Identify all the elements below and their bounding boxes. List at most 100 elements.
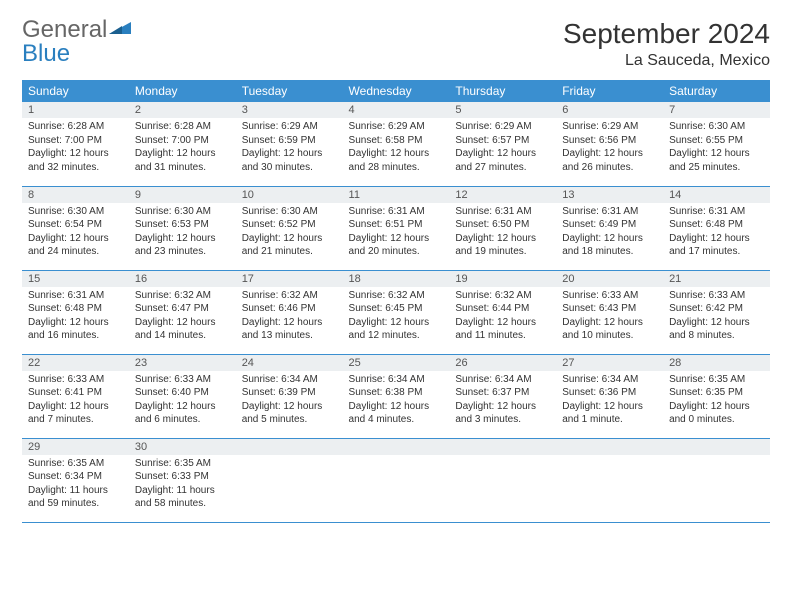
weekday-monday: Monday	[129, 80, 236, 102]
day-number: 28	[663, 355, 770, 371]
day-cell: 29Sunrise: 6:35 AMSunset: 6:34 PMDayligh…	[22, 438, 129, 522]
weekday-wednesday: Wednesday	[343, 80, 450, 102]
day-number: 23	[129, 355, 236, 371]
day-number: 20	[556, 271, 663, 287]
day-content: Sunrise: 6:31 AMSunset: 6:48 PMDaylight:…	[663, 203, 770, 263]
day-cell: 15Sunrise: 6:31 AMSunset: 6:48 PMDayligh…	[22, 270, 129, 354]
day-content: Sunrise: 6:31 AMSunset: 6:51 PMDaylight:…	[343, 203, 450, 263]
day-content: Sunrise: 6:34 AMSunset: 6:37 PMDaylight:…	[449, 371, 556, 431]
day-content: Sunrise: 6:29 AMSunset: 6:57 PMDaylight:…	[449, 118, 556, 178]
day-content: Sunrise: 6:28 AMSunset: 7:00 PMDaylight:…	[22, 118, 129, 178]
day-cell: 28Sunrise: 6:35 AMSunset: 6:35 PMDayligh…	[663, 354, 770, 438]
day-content: Sunrise: 6:29 AMSunset: 6:58 PMDaylight:…	[343, 118, 450, 178]
day-number: 24	[236, 355, 343, 371]
empty-cell	[449, 438, 556, 522]
weekday-friday: Friday	[556, 80, 663, 102]
day-content: Sunrise: 6:35 AMSunset: 6:33 PMDaylight:…	[129, 455, 236, 515]
day-number: 27	[556, 355, 663, 371]
day-content: Sunrise: 6:30 AMSunset: 6:54 PMDaylight:…	[22, 203, 129, 263]
day-number: 18	[343, 271, 450, 287]
day-content: Sunrise: 6:34 AMSunset: 6:38 PMDaylight:…	[343, 371, 450, 431]
day-cell: 8Sunrise: 6:30 AMSunset: 6:54 PMDaylight…	[22, 186, 129, 270]
day-content: Sunrise: 6:31 AMSunset: 6:49 PMDaylight:…	[556, 203, 663, 263]
day-cell: 17Sunrise: 6:32 AMSunset: 6:46 PMDayligh…	[236, 270, 343, 354]
day-number: 12	[449, 187, 556, 203]
day-content: Sunrise: 6:29 AMSunset: 6:59 PMDaylight:…	[236, 118, 343, 178]
day-content: Sunrise: 6:30 AMSunset: 6:55 PMDaylight:…	[663, 118, 770, 178]
day-number: 14	[663, 187, 770, 203]
title-block: September 2024 La Sauceda, Mexico	[563, 18, 770, 70]
logo-text-general: General	[22, 16, 107, 43]
day-number: 15	[22, 271, 129, 287]
day-cell: 7Sunrise: 6:30 AMSunset: 6:55 PMDaylight…	[663, 102, 770, 186]
day-content: Sunrise: 6:32 AMSunset: 6:47 PMDaylight:…	[129, 287, 236, 347]
day-number: 19	[449, 271, 556, 287]
day-number: 9	[129, 187, 236, 203]
day-content: Sunrise: 6:35 AMSunset: 6:35 PMDaylight:…	[663, 371, 770, 431]
day-cell: 16Sunrise: 6:32 AMSunset: 6:47 PMDayligh…	[129, 270, 236, 354]
day-number: 21	[663, 271, 770, 287]
logo-mark-icon	[109, 16, 131, 43]
day-cell: 22Sunrise: 6:33 AMSunset: 6:41 PMDayligh…	[22, 354, 129, 438]
day-cell: 21Sunrise: 6:33 AMSunset: 6:42 PMDayligh…	[663, 270, 770, 354]
day-cell: 13Sunrise: 6:31 AMSunset: 6:49 PMDayligh…	[556, 186, 663, 270]
calendar-row: 29Sunrise: 6:35 AMSunset: 6:34 PMDayligh…	[22, 438, 770, 522]
weekday-tuesday: Tuesday	[236, 80, 343, 102]
calendar-row: 22Sunrise: 6:33 AMSunset: 6:41 PMDayligh…	[22, 354, 770, 438]
day-cell: 6Sunrise: 6:29 AMSunset: 6:56 PMDaylight…	[556, 102, 663, 186]
day-cell: 19Sunrise: 6:32 AMSunset: 6:44 PMDayligh…	[449, 270, 556, 354]
day-number: 29	[22, 439, 129, 455]
day-cell: 1Sunrise: 6:28 AMSunset: 7:00 PMDaylight…	[22, 102, 129, 186]
day-cell: 30Sunrise: 6:35 AMSunset: 6:33 PMDayligh…	[129, 438, 236, 522]
header: GeneralBlue September 2024 La Sauceda, M…	[22, 18, 770, 70]
location-label: La Sauceda, Mexico	[563, 52, 770, 70]
day-content: Sunrise: 6:30 AMSunset: 6:53 PMDaylight:…	[129, 203, 236, 263]
day-number: 26	[449, 355, 556, 371]
weekday-saturday: Saturday	[663, 80, 770, 102]
day-content: Sunrise: 6:31 AMSunset: 6:48 PMDaylight:…	[22, 287, 129, 347]
day-content: Sunrise: 6:33 AMSunset: 6:41 PMDaylight:…	[22, 371, 129, 431]
day-content: Sunrise: 6:32 AMSunset: 6:45 PMDaylight:…	[343, 287, 450, 347]
day-content: Sunrise: 6:32 AMSunset: 6:44 PMDaylight:…	[449, 287, 556, 347]
day-number: 3	[236, 102, 343, 118]
day-content: Sunrise: 6:32 AMSunset: 6:46 PMDaylight:…	[236, 287, 343, 347]
day-cell: 23Sunrise: 6:33 AMSunset: 6:40 PMDayligh…	[129, 354, 236, 438]
day-cell: 5Sunrise: 6:29 AMSunset: 6:57 PMDaylight…	[449, 102, 556, 186]
empty-cell	[663, 438, 770, 522]
day-content: Sunrise: 6:33 AMSunset: 6:40 PMDaylight:…	[129, 371, 236, 431]
calendar-table: Sunday Monday Tuesday Wednesday Thursday…	[22, 80, 770, 523]
day-content: Sunrise: 6:30 AMSunset: 6:52 PMDaylight:…	[236, 203, 343, 263]
day-number: 16	[129, 271, 236, 287]
day-cell: 25Sunrise: 6:34 AMSunset: 6:38 PMDayligh…	[343, 354, 450, 438]
day-cell: 9Sunrise: 6:30 AMSunset: 6:53 PMDaylight…	[129, 186, 236, 270]
day-content: Sunrise: 6:29 AMSunset: 6:56 PMDaylight:…	[556, 118, 663, 178]
day-content: Sunrise: 6:28 AMSunset: 7:00 PMDaylight:…	[129, 118, 236, 178]
day-cell: 11Sunrise: 6:31 AMSunset: 6:51 PMDayligh…	[343, 186, 450, 270]
day-cell: 2Sunrise: 6:28 AMSunset: 7:00 PMDaylight…	[129, 102, 236, 186]
day-cell: 24Sunrise: 6:34 AMSunset: 6:39 PMDayligh…	[236, 354, 343, 438]
weekday-thursday: Thursday	[449, 80, 556, 102]
day-number: 1	[22, 102, 129, 118]
day-content: Sunrise: 6:35 AMSunset: 6:34 PMDaylight:…	[22, 455, 129, 515]
day-cell: 10Sunrise: 6:30 AMSunset: 6:52 PMDayligh…	[236, 186, 343, 270]
weekday-header-row: Sunday Monday Tuesday Wednesday Thursday…	[22, 80, 770, 102]
day-number: 25	[343, 355, 450, 371]
day-cell: 12Sunrise: 6:31 AMSunset: 6:50 PMDayligh…	[449, 186, 556, 270]
day-content: Sunrise: 6:34 AMSunset: 6:36 PMDaylight:…	[556, 371, 663, 431]
calendar-row: 15Sunrise: 6:31 AMSunset: 6:48 PMDayligh…	[22, 270, 770, 354]
day-content: Sunrise: 6:33 AMSunset: 6:42 PMDaylight:…	[663, 287, 770, 347]
day-number: 8	[22, 187, 129, 203]
logo: GeneralBlue	[22, 18, 131, 66]
day-content: Sunrise: 6:33 AMSunset: 6:43 PMDaylight:…	[556, 287, 663, 347]
day-cell: 14Sunrise: 6:31 AMSunset: 6:48 PMDayligh…	[663, 186, 770, 270]
empty-cell	[556, 438, 663, 522]
day-content: Sunrise: 6:34 AMSunset: 6:39 PMDaylight:…	[236, 371, 343, 431]
day-number: 6	[556, 102, 663, 118]
day-cell: 18Sunrise: 6:32 AMSunset: 6:45 PMDayligh…	[343, 270, 450, 354]
day-cell: 27Sunrise: 6:34 AMSunset: 6:36 PMDayligh…	[556, 354, 663, 438]
day-content: Sunrise: 6:31 AMSunset: 6:50 PMDaylight:…	[449, 203, 556, 263]
day-number: 30	[129, 439, 236, 455]
weekday-sunday: Sunday	[22, 80, 129, 102]
day-number: 11	[343, 187, 450, 203]
day-number: 5	[449, 102, 556, 118]
